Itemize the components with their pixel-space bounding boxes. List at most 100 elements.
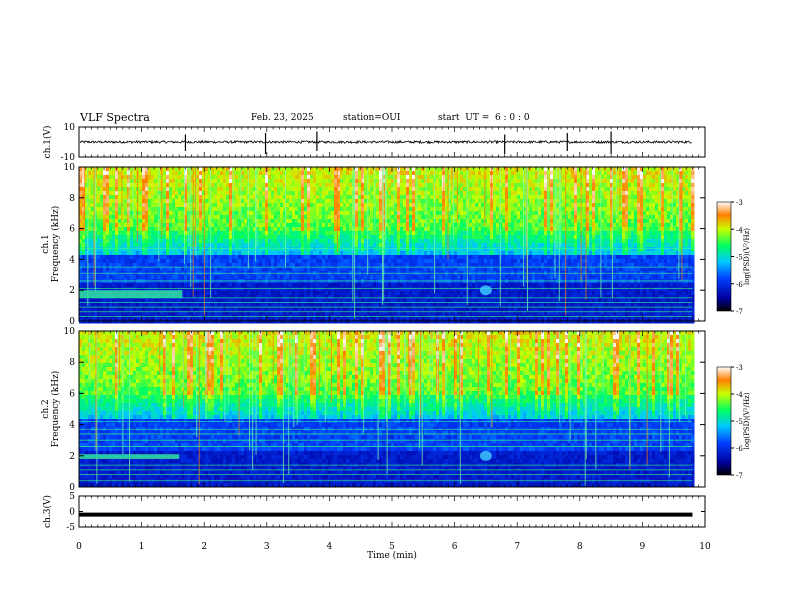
- ch1-spectrogram-cell: [274, 219, 278, 224]
- ch1-spectrogram-cell: [361, 223, 365, 228]
- ch1-spectrogram-cell: [142, 171, 146, 176]
- ch1-spectrogram-cell: [244, 167, 248, 172]
- ch1-spectrogram-cell: [454, 231, 458, 236]
- ch1-spectrogram-cell: [166, 215, 170, 220]
- ch1-spectrogram-cell: [370, 231, 374, 236]
- ch1-spectrogram-cell: [184, 263, 188, 268]
- ch1-spectrogram-cell: [388, 179, 392, 184]
- ch1-spectrogram-cell: [358, 227, 362, 232]
- ch1-spectrogram-cell: [295, 239, 299, 244]
- ch1-spectrogram-cell: [277, 291, 281, 296]
- ch1-spectrogram-cell: [364, 223, 368, 228]
- ch1-spectrogram-cell: [268, 231, 272, 236]
- ch1-spectrogram-cell: [367, 215, 371, 220]
- ch1-spectrogram-cell: [238, 203, 242, 208]
- ch1-spectrogram-cell: [103, 263, 107, 268]
- ch1-spectrogram-cell: [169, 311, 173, 316]
- ch1-spectrogram-cell: [442, 255, 446, 260]
- ch1-spectrogram-cell: [430, 195, 434, 200]
- ch1-spectrogram-cell: [343, 219, 347, 224]
- ch1-spectrogram-cell: [358, 235, 362, 240]
- ch1-spectrogram-cell: [442, 275, 446, 280]
- ch1-spectrogram-cell: [379, 299, 383, 304]
- ch1-spectrogram-cell: [109, 307, 113, 312]
- ch1-spectrogram-cell: [451, 187, 455, 192]
- ch1-spectrogram-cell: [385, 243, 389, 248]
- ch1-spectrogram-cell: [172, 243, 176, 248]
- ch1-spectrogram-cell: [115, 231, 119, 236]
- ch1-spectrogram-cell: [418, 175, 422, 180]
- ch1-spectrogram-cell: [457, 171, 461, 176]
- ch1-spectrogram-cell: [340, 191, 344, 196]
- ch1-spectrogram-cell: [130, 283, 134, 288]
- ch1-spectrogram-cell: [301, 295, 305, 300]
- ch1-spectrogram-cell: [232, 227, 236, 232]
- ch1-spectrogram-cell: [442, 215, 446, 220]
- ch1-spectrogram-cell: [181, 243, 185, 248]
- ch1-spectrogram-cell: [145, 263, 149, 268]
- ch1-spectrogram-cell: [322, 199, 326, 204]
- ch1-spectrogram-cell: [415, 251, 419, 256]
- ch1-spectrogram-cell: [331, 275, 335, 280]
- ch1-spectrogram-cell: [271, 191, 275, 196]
- ch1-spectrogram-cell: [211, 191, 215, 196]
- ch1-spectrogram-cell: [166, 195, 170, 200]
- ch1-spectrogram-cell: [346, 299, 350, 304]
- ch1-spectrogram-cell: [325, 307, 329, 312]
- ch1-spectrogram-cell: [241, 311, 245, 316]
- ch1-spectrogram-cell: [85, 255, 89, 260]
- ch1-spectrogram-cell: [307, 299, 311, 304]
- ch1-spectrogram-cell: [316, 275, 320, 280]
- ch1-spectrogram-cell: [400, 275, 404, 280]
- ch1-spectrogram-cell: [163, 283, 167, 288]
- ch1-spectrogram-cell: [226, 243, 230, 248]
- ch1-spectrogram-cell: [112, 203, 116, 208]
- ch1-spectrogram-cell: [313, 199, 317, 204]
- ch1-spectrogram-cell: [166, 303, 170, 308]
- ch1-spectrogram-cell: [133, 243, 137, 248]
- ch1-spectrogram-cell: [457, 267, 461, 272]
- ch1-spectrogram-cell: [376, 207, 380, 212]
- ch1-spectrogram-cell: [292, 231, 296, 236]
- ch1-spectrogram-cell: [334, 211, 338, 216]
- ch1-spectrogram-cell: [268, 291, 272, 296]
- ch1-spectrogram-cell: [130, 235, 134, 240]
- ch1-spectrogram-cell: [91, 223, 95, 228]
- ch1-spectrogram-cell: [196, 195, 200, 200]
- ch1-spectrogram-cell: [274, 303, 278, 308]
- ch1-spectrogram-cell: [373, 255, 377, 260]
- ch1-spectrogram-cell: [274, 287, 278, 292]
- ch1-spectrogram-cell: [133, 283, 137, 288]
- ch1-spectrogram-cell: [280, 259, 284, 264]
- ch1-spectrogram-cell: [442, 231, 446, 236]
- ch1-spectrogram-cell: [316, 295, 320, 300]
- ch1-spectrogram-cell: [148, 195, 152, 200]
- ch1-spectrogram-cell: [244, 299, 248, 304]
- ch1-spectrogram-cell: [382, 303, 386, 308]
- ch1-spectrogram-cell: [220, 251, 224, 256]
- ch1-spectrogram-cell: [322, 215, 326, 220]
- ch1-spectrogram-cell: [376, 227, 380, 232]
- ch1-spectrogram-cell: [139, 195, 143, 200]
- ch1-spectrogram-cell: [355, 251, 359, 256]
- ch1-spectrogram-cell: [448, 307, 452, 312]
- ch1-spectrogram-cell: [136, 267, 140, 272]
- ch1-spectrogram-cell: [88, 223, 92, 228]
- ch1-spectrogram-cell: [151, 267, 155, 272]
- ch1-spectrogram-cell: [394, 191, 398, 196]
- ch1-spectrogram-cell: [133, 219, 137, 224]
- ch1-spectrogram-cell: [136, 283, 140, 288]
- ch1-spectrogram-cell: [199, 247, 203, 252]
- ch1-spectrogram-cell: [436, 255, 440, 260]
- ch1-spectrogram-cell: [451, 175, 455, 180]
- ch1-spectrogram-cell: [103, 227, 107, 232]
- ch1-spectrogram-cell: [124, 183, 128, 188]
- ch1-spectrogram-cell: [241, 167, 245, 172]
- ch1-spectrogram-cell: [262, 291, 266, 296]
- ch1-spectrogram-cell: [193, 267, 197, 272]
- ch1-spectrogram-cell: [115, 175, 119, 180]
- ch1-spectrogram-cell: [331, 315, 335, 320]
- ch1-spectrogram-cell: [103, 215, 107, 220]
- ch1-spectrogram-cell: [211, 215, 215, 220]
- ch1-spectrogram-cell: [337, 239, 341, 244]
